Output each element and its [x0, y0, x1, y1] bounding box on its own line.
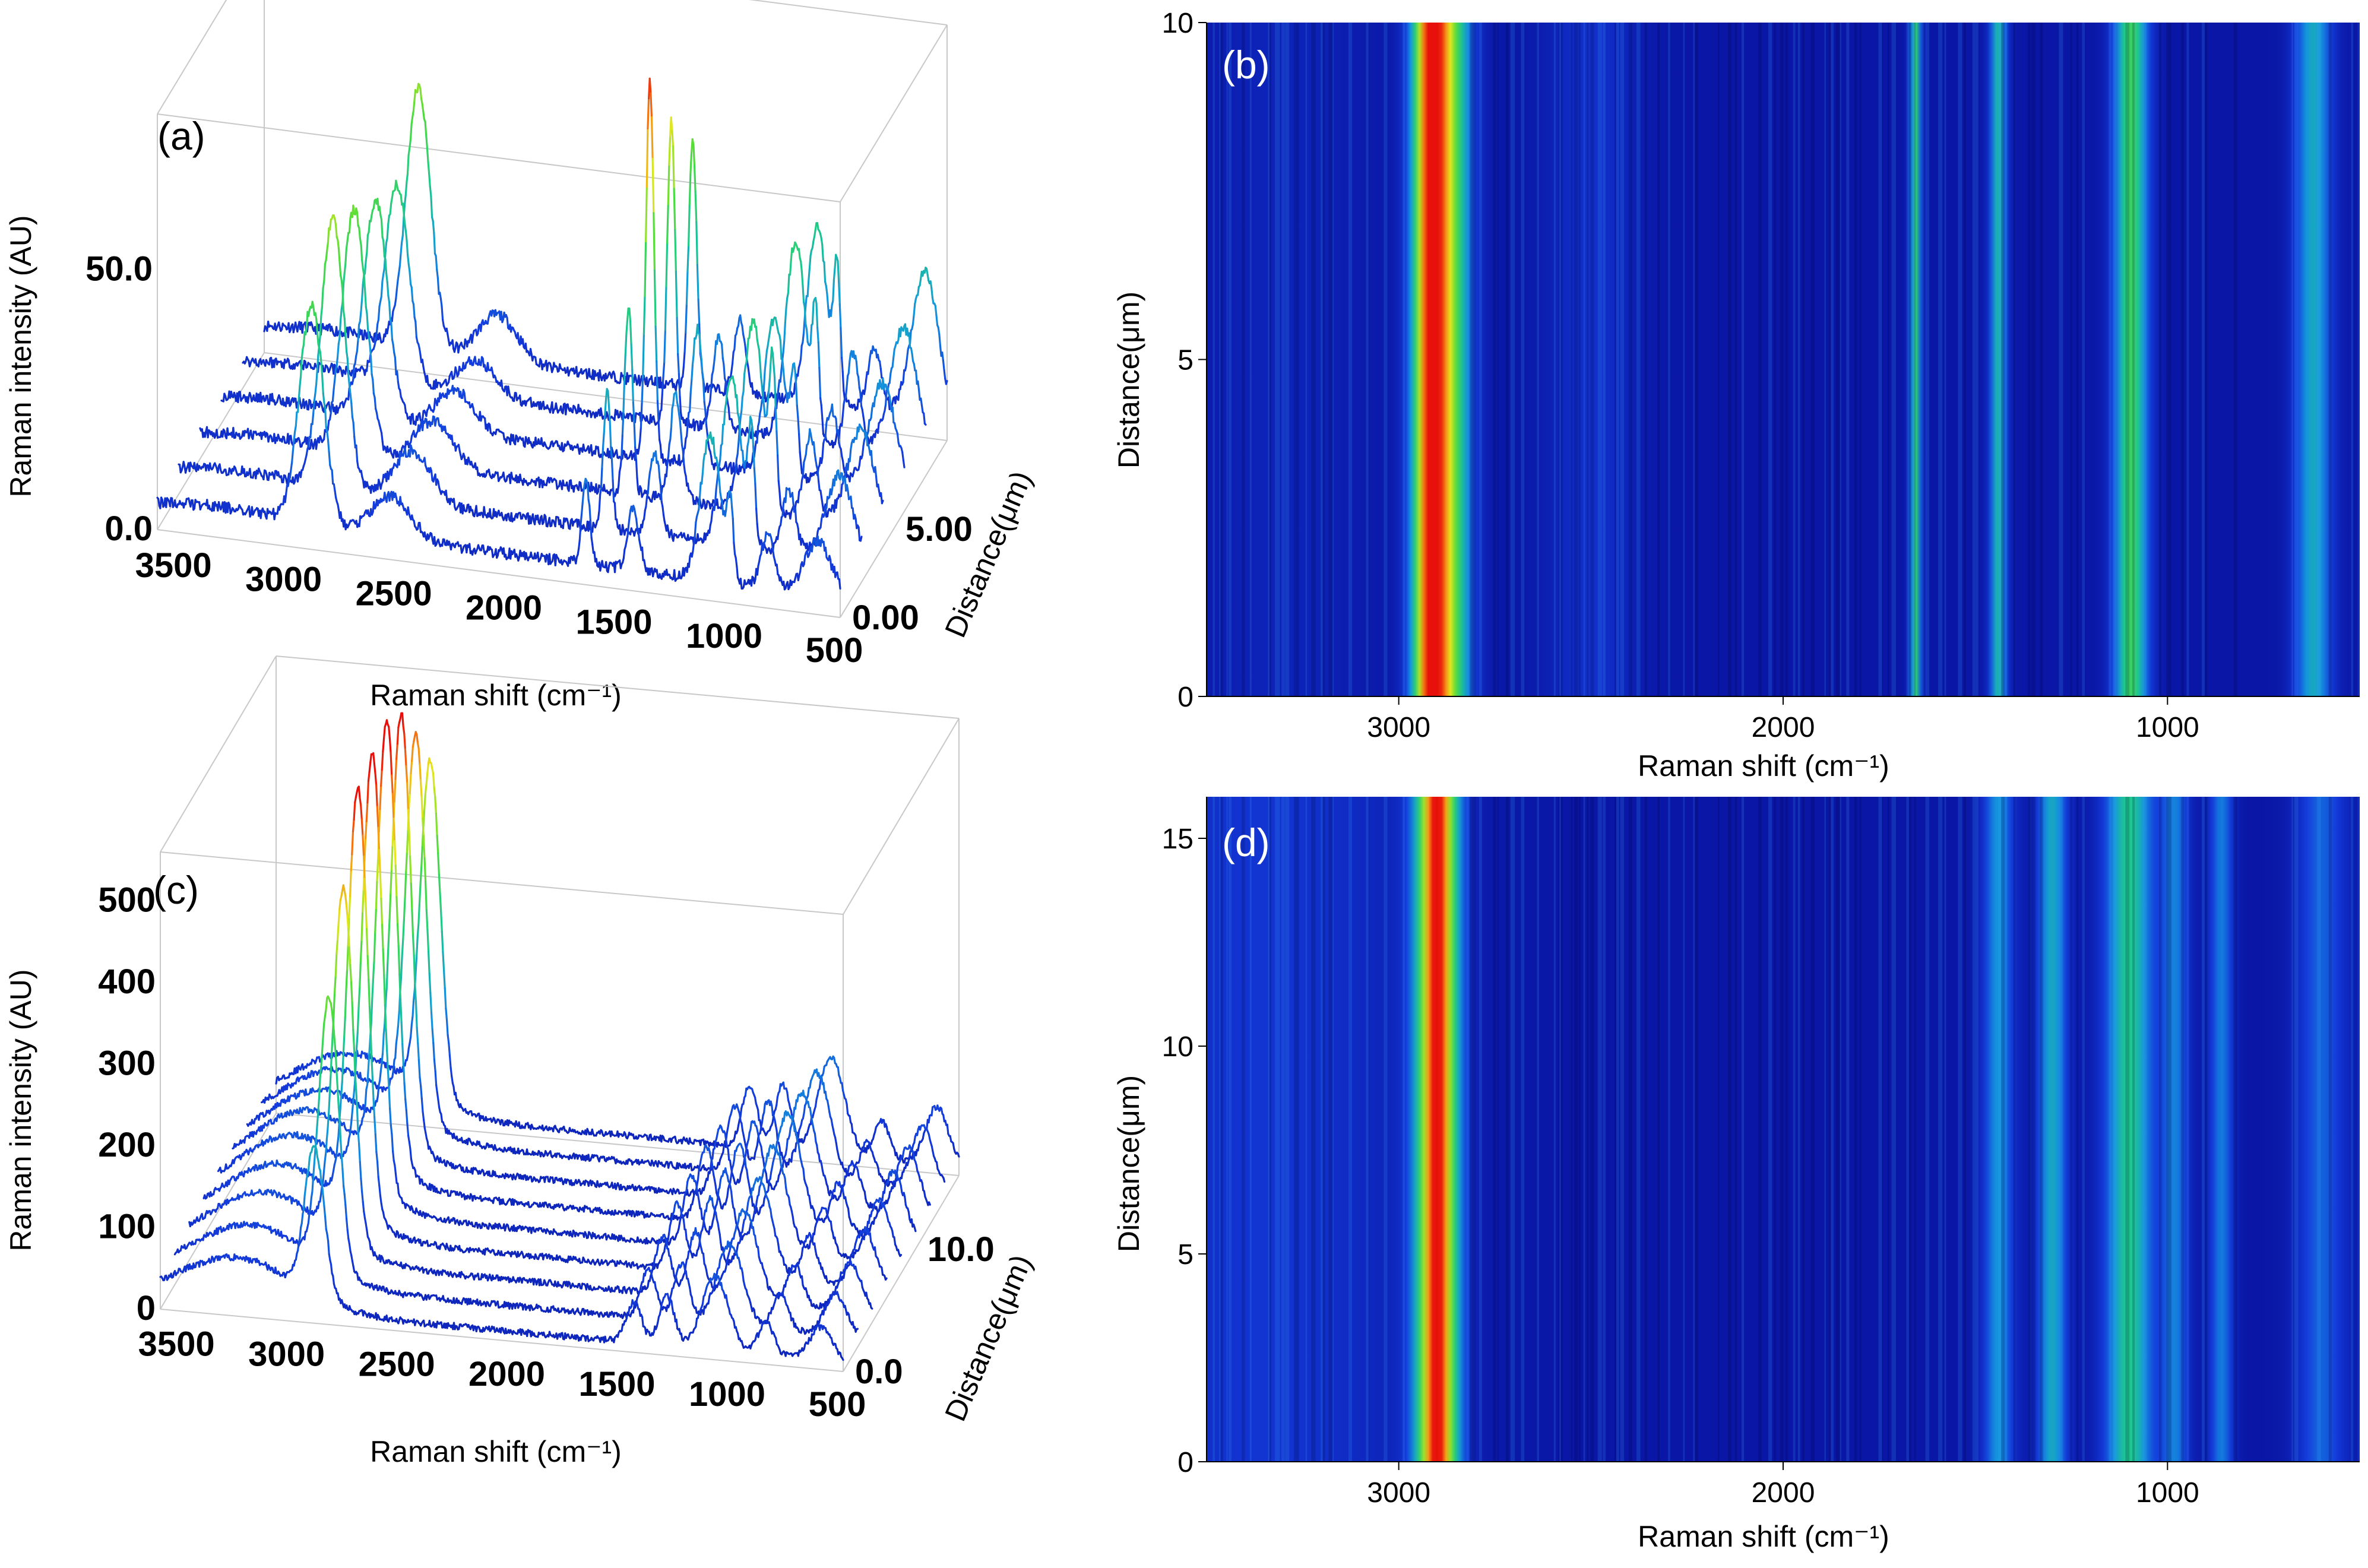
panel-c-y-tick: 100 — [98, 1208, 156, 1246]
panel-c-box-edge — [160, 655, 277, 853]
panel-a-trace — [156, 300, 841, 591]
panel-c-zlabel: Distance(μm) — [938, 1250, 1038, 1426]
panel-b-x-tick: 1000 — [2136, 712, 2199, 743]
panel-a-box-edge — [840, 440, 948, 618]
panel-c-trace — [261, 731, 946, 1187]
panel-a-x-tick: 2500 — [356, 575, 432, 613]
panel-c-x-tick: 3000 — [248, 1335, 325, 1373]
panel-a-y-tick: 0.0 — [105, 509, 153, 548]
panel-d-xlabel: Raman shift (cm⁻¹) — [1638, 1520, 1889, 1553]
panel-a-zlabel: Distance(μm) — [938, 466, 1038, 642]
panel-a-x-tick: 1000 — [686, 617, 762, 655]
panel-c-box-edge — [843, 718, 960, 915]
panel-c-trace — [159, 1145, 844, 1361]
panel-c-y-tick: 200 — [98, 1126, 156, 1164]
panel-d-ticks: 3000 2000 1000 0 5 10 15 — [1162, 797, 2360, 1509]
panel-a-box-edge — [157, 113, 841, 202]
panel-c-z-tick: 0.0 — [855, 1352, 903, 1391]
panel-d-y-tick: 5 — [1177, 1239, 1194, 1271]
panel-b-ylabel: Distance(μm) — [1112, 292, 1145, 468]
panel-c-bounding-box — [160, 655, 960, 1372]
panel-c-x-tick: 2500 — [359, 1345, 435, 1383]
panel-a-y-tick: 50.0 — [86, 250, 153, 289]
panel-b-xlabel: Raman shift (cm⁻¹) — [1638, 749, 1889, 783]
panel-d-x-tick: 1000 — [2136, 1477, 2199, 1509]
panel-a-box-edge — [748, 0, 948, 26]
panel-d-heat-fill — [1207, 797, 2360, 1462]
panel-a-x-tick: 3000 — [245, 560, 322, 599]
panel-a-trace — [220, 77, 906, 484]
panel-a-x-tick: 2000 — [466, 588, 542, 627]
panel-a-spectra — [156, 77, 948, 591]
panel-c-spectra — [159, 712, 960, 1361]
panel-a-trace — [242, 116, 927, 449]
panel-c-box-edge — [276, 655, 960, 719]
panel-c-x-tick: 3500 — [138, 1325, 215, 1363]
panel-c-3d-waterfall: 3500 3000 2500 2000 1500 1000 500 0 100 200 300 400… — [4, 655, 1038, 1468]
panel-a-z-tick: 0.00 — [852, 598, 919, 637]
panel-d-y-tick: 0 — [1177, 1447, 1194, 1478]
panel-d-x-tick: 2000 — [1752, 1477, 1815, 1509]
panel-d-texture — [1213, 797, 2359, 1462]
panel-c-y-tick: 500 — [98, 881, 156, 920]
panel-c-trace — [217, 752, 903, 1260]
panel-c-trace — [173, 995, 859, 1335]
panel-c-y-tick: 300 — [98, 1044, 156, 1083]
panel-a-box-edge — [840, 24, 948, 202]
panel-c-ticks: 3500 3000 2500 2000 1500 1000 500 0 100 200 300 400… — [98, 881, 995, 1424]
panel-c-label: (c) — [153, 868, 199, 912]
panel-a-box-edge — [157, 0, 227, 115]
panel-b-y-tick: 0 — [1177, 682, 1194, 713]
panel-d-y-tick: 10 — [1162, 1031, 1194, 1063]
panel-c-x-tick: 1000 — [689, 1375, 765, 1414]
panel-a-z-tick: 5.00 — [906, 510, 973, 549]
panel-c-xlabel: Raman shift (cm⁻¹) — [370, 1435, 622, 1468]
panel-b-y-tick: 10 — [1162, 8, 1194, 39]
panel-b-label: (b) — [1222, 43, 1270, 87]
panel-a-ylabel: Raman intensity (AU) — [4, 215, 37, 497]
panel-a-x-tick: 1500 — [575, 603, 652, 641]
panel-a-ticks: 3500 3000 2500 2000 1500 1000 500 0.0 50.0 0.00 5.… — [86, 250, 973, 670]
panel-c-ylabel: Raman intensity (AU) — [4, 969, 37, 1251]
panel-c-z-tick: 10.0 — [927, 1230, 995, 1269]
panel-c-trace — [188, 884, 873, 1310]
panel-c-trace — [202, 785, 888, 1286]
panel-d-heatmap: 3000 2000 1000 0 5 10 15 (d) Raman shift (cm⁻¹… — [1112, 797, 2360, 1553]
panel-b-x-tick: 3000 — [1367, 712, 1430, 743]
panel-a-label: (a) — [157, 114, 205, 158]
panel-d-y-tick: 15 — [1162, 823, 1194, 855]
panel-a-3d-waterfall: 3500 3000 2500 2000 1500 1000 500 0.0 50.0 0.00 5.… — [4, 0, 1038, 712]
panel-c-y-tick: 0 — [137, 1289, 156, 1328]
panel-d-label: (d) — [1222, 821, 1270, 864]
panel-b-ticks: 3000 2000 1000 0 5 10 — [1162, 8, 2360, 743]
panel-c-x-tick: 1500 — [578, 1365, 655, 1404]
panel-b-heat-fill — [1207, 23, 2360, 696]
panel-c-x-tick: 500 — [809, 1385, 866, 1424]
panel-c-trace — [232, 719, 917, 1237]
panel-c-box-edge — [160, 1113, 277, 1310]
panel-c-box-edge — [160, 851, 844, 915]
panel-d-x-tick: 3000 — [1367, 1477, 1430, 1509]
panel-c-box-edge — [843, 1175, 960, 1372]
panel-c-y-tick: 400 — [98, 962, 156, 1001]
panel-b-x-tick: 2000 — [1752, 712, 1815, 743]
panel-a-bounding-box — [157, 0, 948, 618]
panel-a-trace — [178, 214, 863, 555]
panel-a-x-tick: 3500 — [135, 546, 212, 585]
panel-c-box-edge — [160, 1309, 844, 1372]
panel-b-texture — [1213, 23, 2359, 696]
panel-c-x-tick: 2000 — [468, 1355, 545, 1393]
panel-b-y-tick: 5 — [1177, 345, 1194, 376]
panel-d-ylabel: Distance(μm) — [1112, 1075, 1145, 1252]
panel-a-box-edge — [157, 529, 841, 618]
panel-a-x-tick: 500 — [806, 631, 863, 670]
